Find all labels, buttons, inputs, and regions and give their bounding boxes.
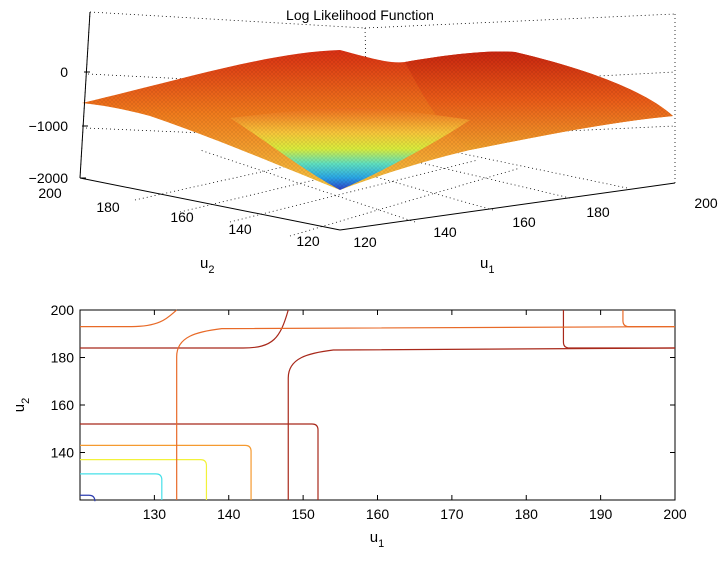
z-tick-label: −2000	[29, 170, 69, 186]
x-tick-label: 160	[366, 506, 390, 522]
y-tick-label: 120	[296, 233, 320, 249]
x-tick-label: 140	[433, 224, 457, 240]
contour-line	[562, 310, 675, 349]
surface-y-ticks: 200 180 160 140 120	[38, 185, 320, 249]
surface-xlabel: u1	[480, 255, 494, 276]
x-tick-label: 200	[694, 195, 718, 211]
x-tick-label: 130	[143, 506, 167, 522]
contour-ticks: 130 140 150 160 170 180 190 200 140 160 180 200	[51, 302, 687, 522]
contour-line	[287, 347, 676, 500]
x-tick-label: 180	[515, 506, 539, 522]
contour-lines	[80, 309, 676, 502]
x-tick-label: 120	[353, 234, 377, 250]
contour-line	[80, 473, 163, 500]
z-tick-label: −1000	[29, 118, 69, 134]
z-tick-label: 0	[60, 64, 68, 80]
x-tick-label: 150	[291, 506, 315, 522]
y-tick-label: 200	[51, 302, 75, 318]
contour-line	[80, 494, 96, 502]
surface-mesh	[82, 50, 673, 190]
contour-xlabel: u1	[370, 529, 384, 550]
surface-z-ticks: 0 −1000 −2000	[29, 64, 69, 186]
y-tick-label: 140	[228, 221, 252, 237]
contour-line	[80, 444, 252, 500]
surface-plot: Log Likelihood Function	[29, 7, 718, 276]
contour-line	[80, 309, 178, 328]
y-tick-label: 180	[51, 350, 75, 366]
contour-line	[176, 326, 676, 500]
x-tick-label: 180	[586, 204, 610, 220]
y-tick-label: 180	[96, 199, 120, 215]
x-tick-label: 140	[217, 506, 241, 522]
contour-frame	[79, 309, 676, 501]
x-tick-label: 170	[440, 506, 464, 522]
contour-line	[80, 423, 319, 500]
surface-title: Log Likelihood Function	[286, 7, 434, 23]
contour-ylabel: u2	[11, 398, 32, 412]
surface-ylabel: u2	[200, 255, 214, 276]
x-tick-label: 190	[589, 506, 613, 522]
x-tick-label: 200	[663, 506, 687, 522]
y-tick-label: 160	[170, 209, 194, 225]
y-tick-label: 200	[38, 185, 62, 201]
contour-line	[80, 309, 289, 349]
surface-axes	[79, 11, 676, 231]
x-tick-label: 160	[512, 214, 536, 230]
y-tick-label: 140	[51, 445, 75, 461]
y-tick-label: 160	[51, 397, 75, 413]
contour-line	[80, 459, 208, 500]
surface-x-ticks: 120 140 160 180 200	[353, 195, 718, 250]
